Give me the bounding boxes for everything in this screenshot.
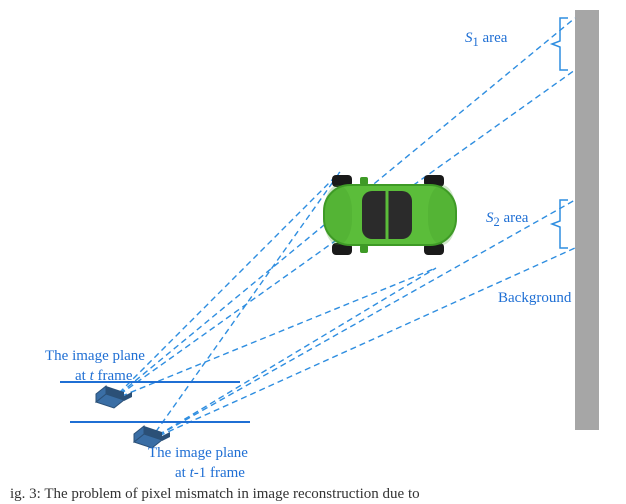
image-plane-t-label-line1: The image plane bbox=[45, 348, 145, 365]
s1-area-label: S1 area bbox=[465, 30, 507, 50]
camera-t bbox=[96, 386, 132, 408]
ray-line bbox=[150, 172, 340, 440]
s2-area-label: S2 area bbox=[486, 210, 528, 230]
background-label: Background bbox=[498, 290, 571, 307]
s2-bracket bbox=[552, 200, 568, 248]
figure-canvas: S1 area S2 area Background The image pla… bbox=[0, 0, 626, 504]
diagram-svg bbox=[0, 0, 626, 504]
ray-line bbox=[112, 172, 340, 400]
image-plane-tm1-label-line1: The image plane bbox=[148, 445, 248, 462]
ray-line bbox=[112, 268, 436, 400]
car-icon bbox=[324, 175, 456, 255]
image-plane-tm1-label-line2: at t-1 frame bbox=[175, 465, 245, 482]
figure-caption: ig. 3: The problem of pixel mismatch in … bbox=[0, 486, 626, 503]
background-wall bbox=[575, 10, 599, 430]
image-plane-t-label-line2: at t frame bbox=[75, 368, 132, 385]
ray-line bbox=[150, 248, 575, 440]
s1-bracket bbox=[552, 18, 568, 70]
ray-line bbox=[150, 268, 436, 440]
